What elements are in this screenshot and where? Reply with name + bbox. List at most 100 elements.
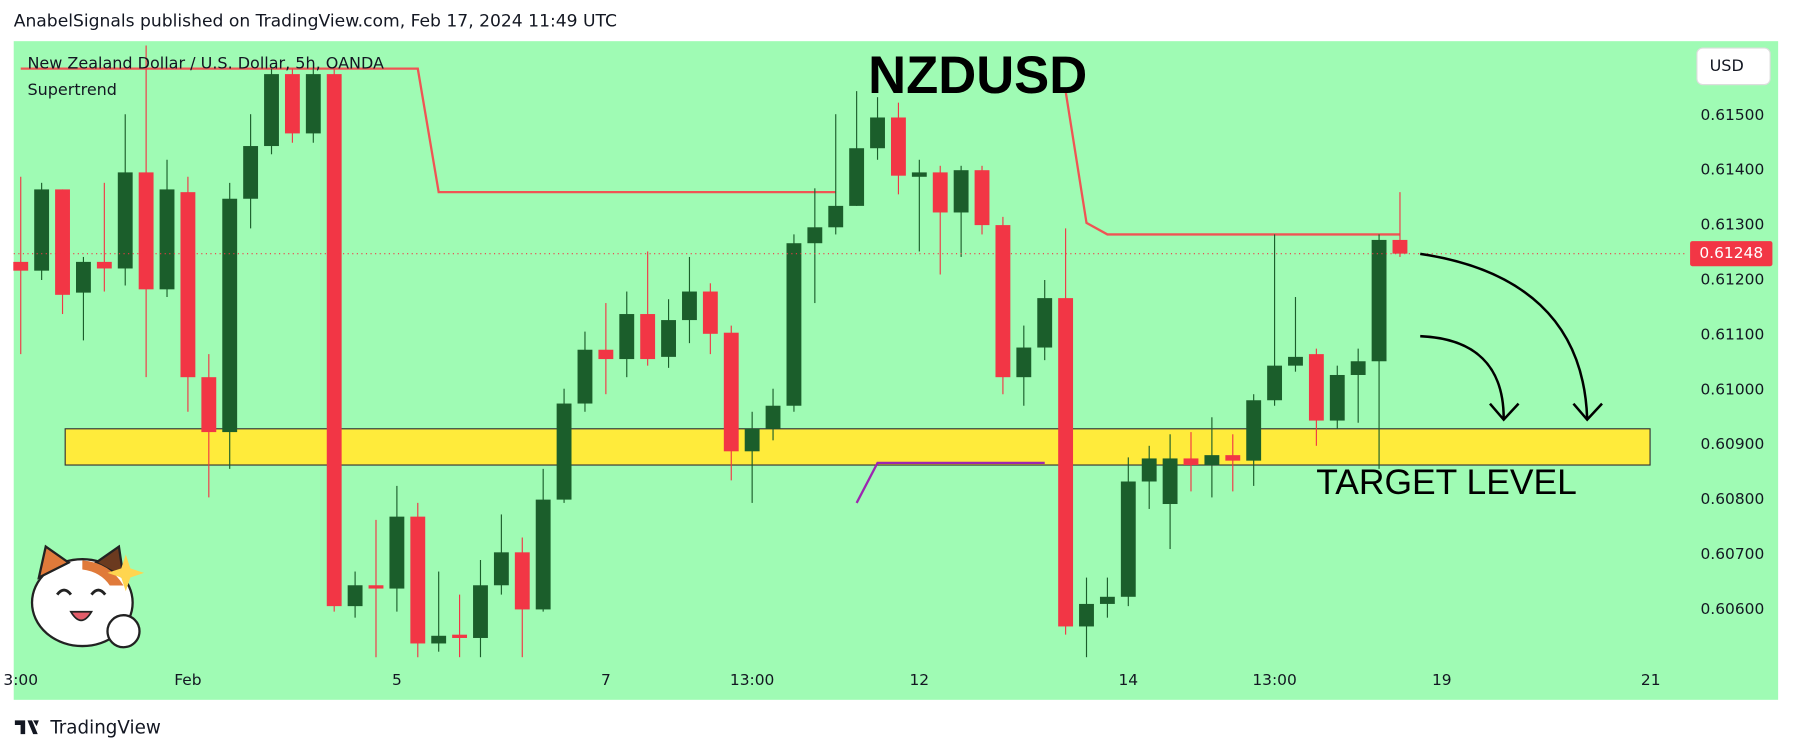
x-tick-label: 5 (392, 671, 402, 689)
candle-body (1120, 481, 1136, 597)
candle-body (765, 405, 781, 429)
candle-body (326, 74, 342, 607)
candle-body (1392, 239, 1408, 254)
symbol-info: New Zealand Dollar / U.S. Dollar, 5h, OA… (27, 54, 384, 73)
candle-body (640, 314, 656, 360)
candle-body (870, 117, 885, 149)
supertrend-line (1064, 90, 1400, 236)
candle-body (222, 198, 238, 433)
y-tick-label: 0.61500 (1701, 106, 1765, 124)
x-tick-label: 19 (1432, 671, 1452, 689)
arrow-head (1572, 402, 1603, 422)
x-tick-label: 14 (1118, 671, 1138, 689)
arrow-head (1489, 402, 1520, 422)
arrows (1420, 252, 1603, 422)
plot (13, 45, 1688, 658)
candle-body (723, 332, 739, 452)
candle-body (34, 189, 50, 271)
y-tick-label: 0.60600 (1701, 600, 1765, 618)
candle-body (368, 585, 384, 589)
candle-body (75, 261, 91, 293)
candle-body (1267, 365, 1283, 401)
mascot (30, 544, 145, 649)
currency-label[interactable]: USD (1710, 56, 1744, 75)
candle-body (389, 516, 405, 589)
candle-body (556, 403, 572, 500)
candle-body (13, 261, 29, 271)
candle-body (932, 172, 948, 213)
candle-body (1225, 455, 1241, 461)
x-tick-label: 13:00 (1252, 671, 1296, 689)
x-tick-label: Feb (174, 671, 201, 689)
candle-body (1183, 458, 1199, 466)
y-tick-label: 0.61000 (1701, 380, 1765, 398)
y-tick-label: 0.60700 (1701, 545, 1765, 563)
candle-body (953, 170, 969, 213)
candle-body (849, 148, 865, 206)
candle-body (1016, 347, 1032, 378)
candle-body (702, 291, 718, 334)
y-tick-label: 0.60800 (1701, 490, 1765, 508)
y-tick-label: 0.60900 (1701, 435, 1765, 453)
last-price-badge (1690, 241, 1773, 267)
candle-body (493, 552, 509, 586)
x-tick-label: 21 (1641, 671, 1661, 689)
chart-title: NZDUSD (868, 46, 1087, 105)
candle-body (1079, 603, 1094, 627)
indicator-name: Supertrend (27, 80, 117, 99)
candle-body (807, 227, 823, 244)
candle-body (1141, 458, 1157, 482)
y-tick-label: 0.61100 (1701, 325, 1765, 343)
candle-body (514, 552, 530, 610)
candle-body (828, 205, 844, 228)
y-tick-label: 0.61400 (1701, 161, 1765, 179)
candle-body (347, 585, 363, 607)
y-tick-label: 0.61200 (1701, 271, 1765, 289)
candle-body (577, 349, 593, 404)
candle-body (243, 146, 259, 199)
candle-body (535, 499, 551, 610)
candle-body (1058, 298, 1074, 627)
candle-body (117, 172, 133, 269)
x-tick-label: 7 (601, 671, 611, 689)
candle-body (744, 428, 760, 452)
candle-body (682, 291, 697, 321)
publish-info: AnabelSignals published on TradingView.c… (14, 12, 617, 32)
footer-brand: TradingView (49, 717, 161, 738)
candle-body (1204, 455, 1220, 466)
candle-body (911, 172, 927, 177)
currency-button[interactable] (1696, 47, 1771, 86)
candle-body (1037, 298, 1053, 348)
candle-body (284, 74, 300, 134)
supertrend-line (20, 67, 836, 194)
arrow (1420, 252, 1589, 419)
annotation: TARGET LEVEL (1316, 462, 1577, 502)
arrow (1420, 334, 1505, 419)
candle-body (431, 635, 447, 644)
candle-body (1162, 458, 1178, 505)
candle-body (661, 320, 676, 357)
candle-body (138, 172, 154, 290)
candle-body (1246, 400, 1262, 461)
candle-body (890, 117, 906, 176)
candle-body (1308, 354, 1324, 421)
last-price-label: 0.61248 (1699, 244, 1763, 262)
candle-body (410, 516, 426, 644)
y-tick-label: 0.61300 (1701, 216, 1765, 234)
candle-body (264, 74, 279, 147)
candle-body (180, 192, 196, 378)
x-tick-label: 12 (910, 671, 930, 689)
candle-body (159, 189, 175, 290)
candle-body (598, 349, 614, 360)
x-tick-label: 13:00 (730, 671, 774, 689)
candle-body (55, 189, 70, 295)
candle-body (473, 585, 488, 638)
candle-body (96, 261, 112, 269)
candle-body (974, 170, 990, 226)
target-zone (64, 428, 1651, 466)
supertrend-line (855, 461, 1045, 504)
candle-body (1099, 596, 1115, 604)
candle-body (1288, 356, 1303, 366)
candle-body (1371, 239, 1387, 362)
